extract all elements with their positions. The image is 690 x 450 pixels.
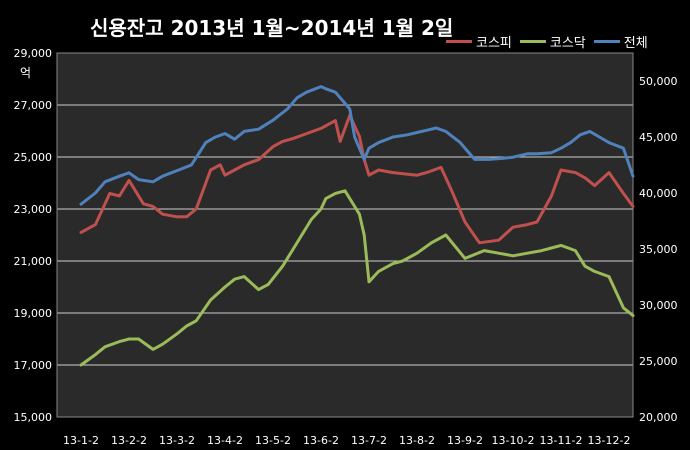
- y-axis-unit-label: 억: [20, 66, 32, 80]
- legend-item-total: 전체: [593, 32, 648, 51]
- y-left-tick-label: 25,000: [14, 151, 53, 164]
- legend-swatch-kospi: [446, 40, 472, 43]
- legend-label-kospi: 코스피: [476, 36, 512, 51]
- y-right-tick-label: 45,000: [639, 131, 678, 144]
- x-tick-label: 13-7-2: [351, 434, 387, 447]
- legend-label-kosdaq: 코스닥: [549, 36, 586, 51]
- legend-swatch-kosdaq: [519, 40, 546, 43]
- legend: 코스피 코스닥 전체: [446, 32, 648, 51]
- y-right-tick-label: 25,000: [639, 355, 678, 368]
- x-tick-label: 13-8-2: [399, 434, 435, 447]
- y-left-tick-label: 23,000: [14, 203, 53, 216]
- x-tick-label: 13-3-2: [159, 434, 195, 447]
- x-tick-label: 13-2-2: [111, 434, 147, 447]
- legend-swatch-total: [593, 40, 620, 43]
- plot-area: [57, 53, 633, 417]
- series-line-kosdaq: [79, 189, 635, 367]
- y-left-tick-label: 19,000: [14, 307, 53, 320]
- series-layer: [79, 85, 635, 367]
- legend-item-kospi: 코스피: [446, 32, 512, 51]
- x-tick-label: 13-4-2: [207, 434, 243, 447]
- y-left-tick-label: 29,000: [14, 47, 53, 60]
- y-right-tick-label: 35,000: [639, 243, 678, 256]
- series-line-kospi: [79, 113, 635, 245]
- grid-layer: [56, 52, 634, 418]
- axis-layer: 29,000 27,000 25,000 23,000 21,000 19,000 17,0…: [14, 47, 678, 447]
- y-left-tick-label: 21,000: [14, 255, 53, 268]
- legend-label-total: 전체: [623, 36, 648, 51]
- x-tick-label: 13-1-2: [63, 434, 99, 447]
- chart-title: 신용잔고 2013년 1월~2014년 1월 2일: [90, 16, 454, 40]
- y-left-tick-label: 27,000: [14, 99, 53, 112]
- x-tick-label: 13-12-2: [588, 434, 631, 447]
- x-tick-label: 13-6-2: [303, 434, 339, 447]
- y-right-tick-label: 30,000: [639, 299, 678, 312]
- x-tick-label: 13-11-2: [540, 434, 583, 447]
- y-left-tick-label: 15,000: [14, 411, 53, 424]
- y-right-tick-label: 50,000: [639, 75, 678, 88]
- series-line-total: [79, 85, 635, 206]
- plot-border: [56, 52, 634, 418]
- y-left-tick-label: 17,000: [14, 359, 53, 372]
- y-right-tick-label: 40,000: [639, 187, 678, 200]
- legend-item-kosdaq: 코스닥: [519, 32, 586, 51]
- x-tick-label: 13-10-2: [492, 434, 535, 447]
- x-tick-label: 13-5-2: [255, 434, 291, 447]
- x-tick-label: 13-9-2: [447, 434, 483, 447]
- y-right-tick-label: 20,000: [639, 411, 678, 424]
